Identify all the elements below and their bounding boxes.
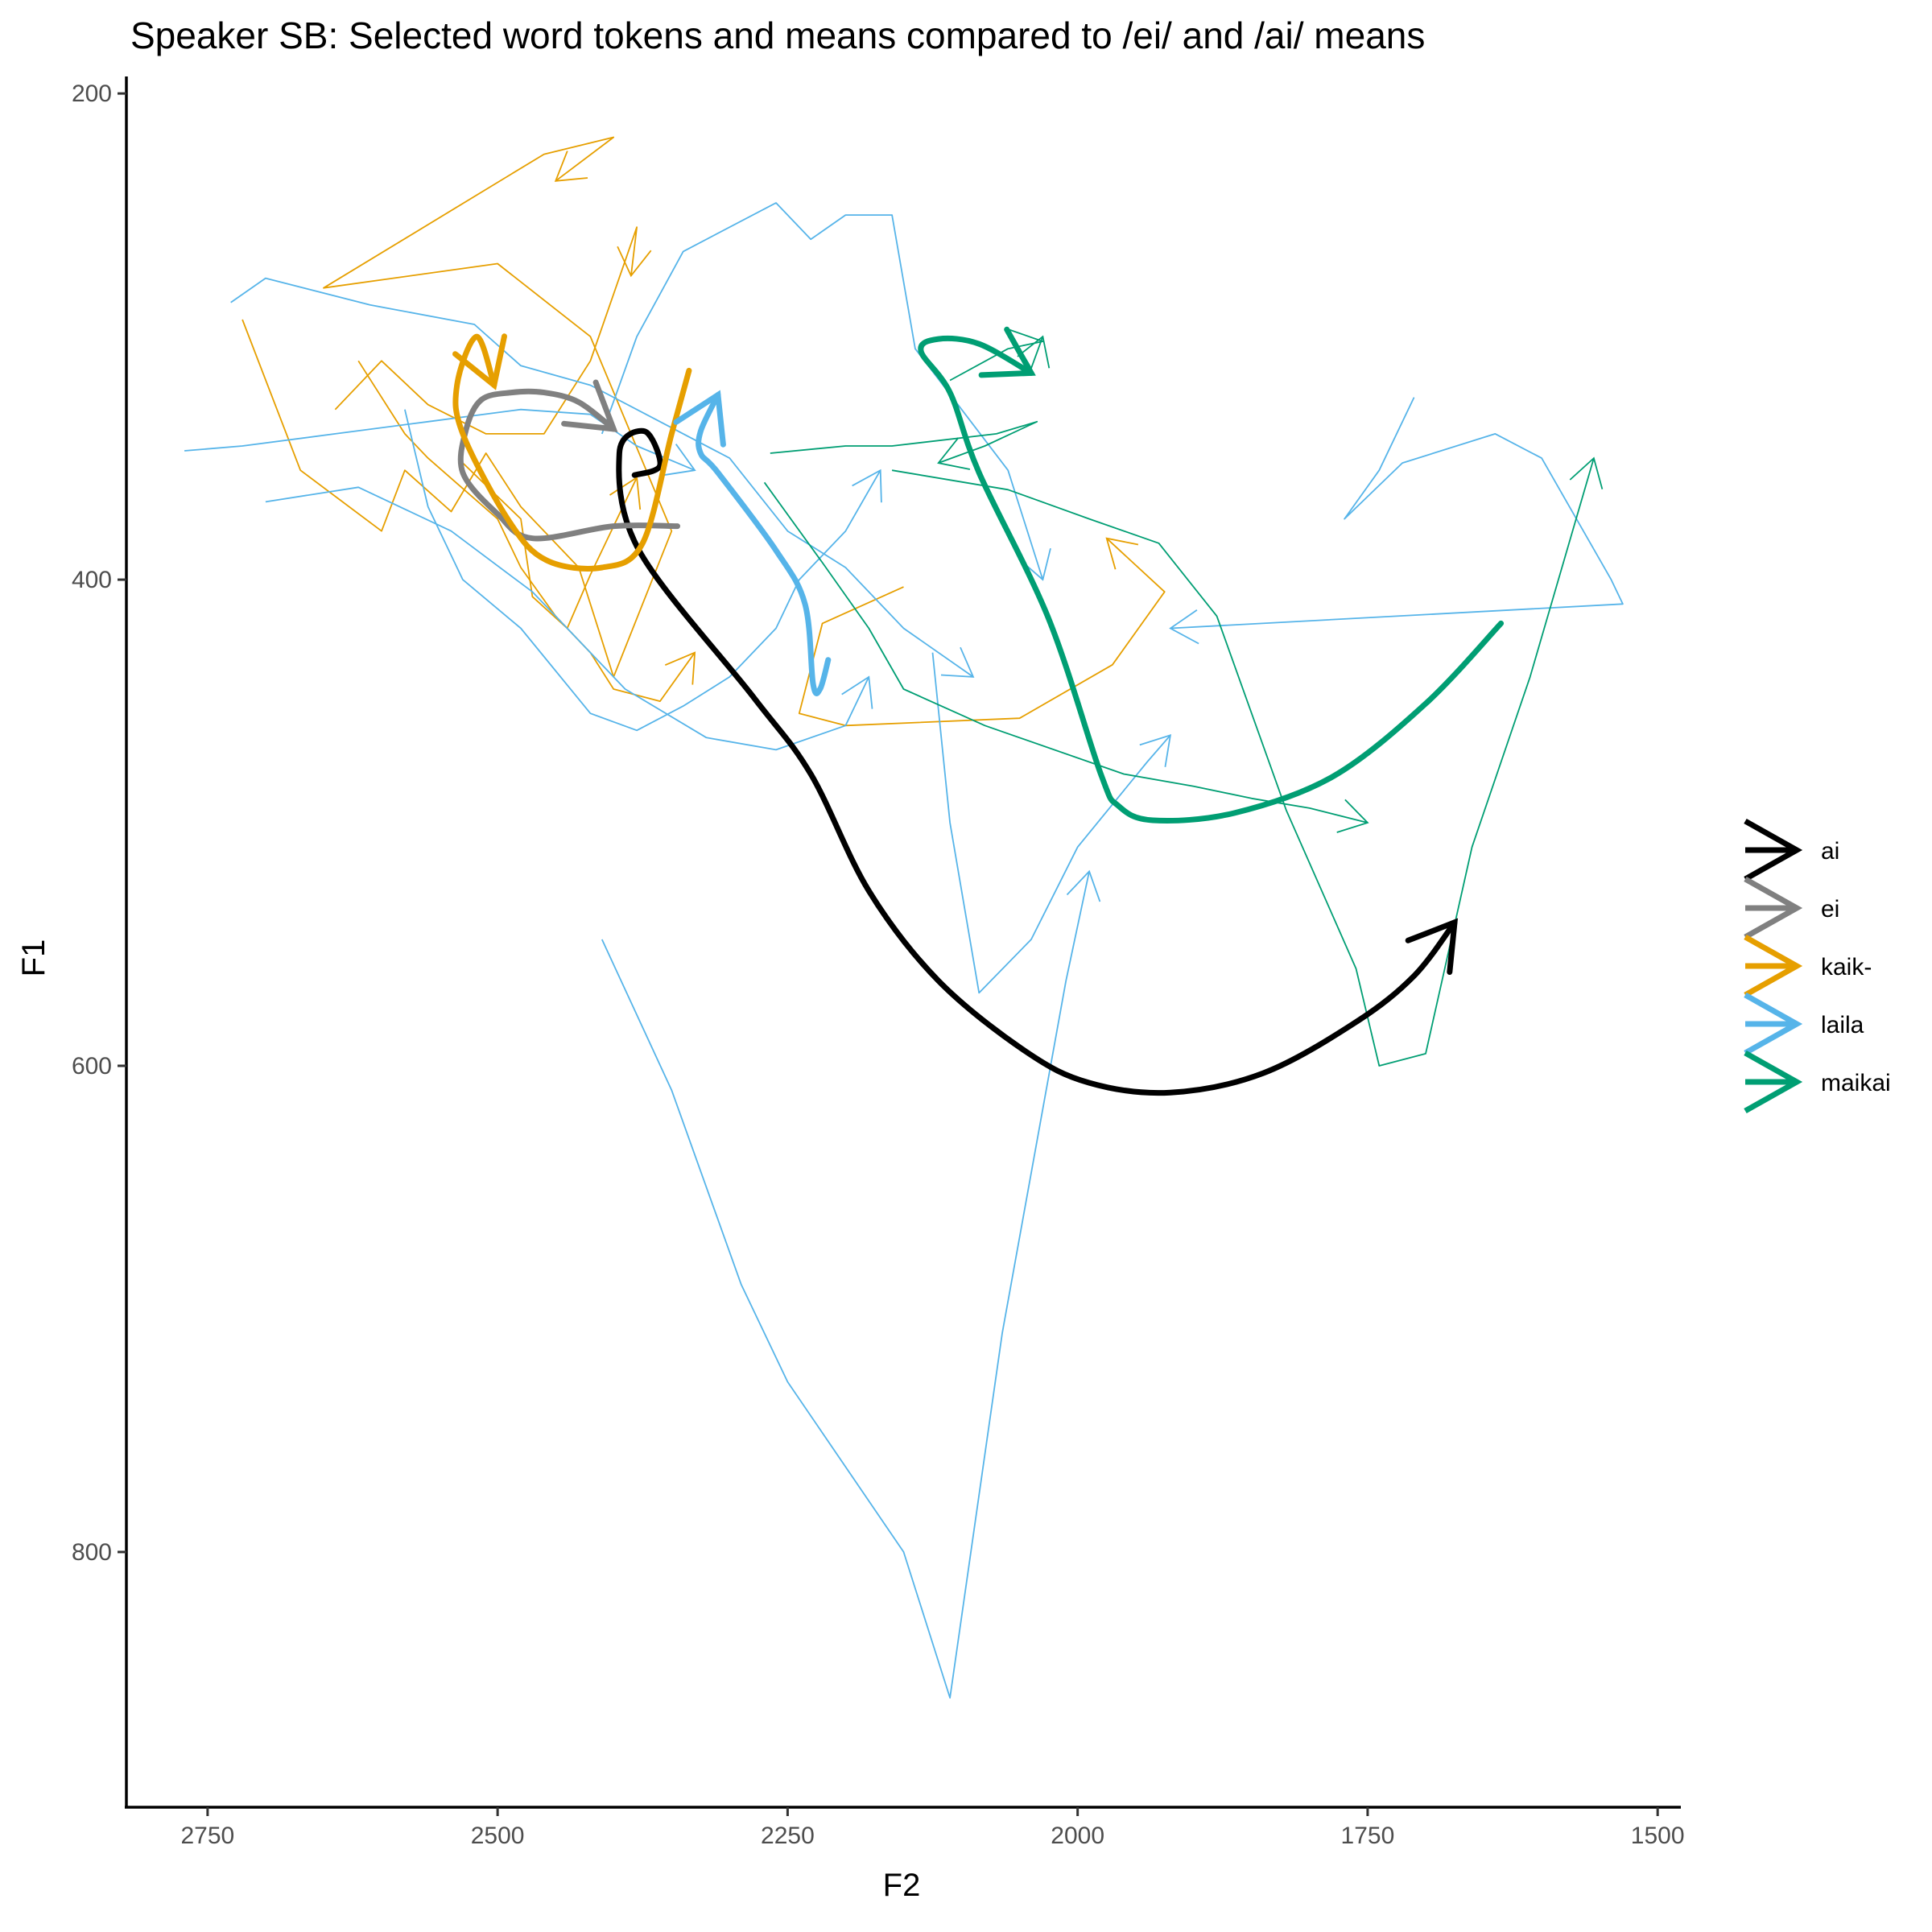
token-line-laila [601,871,1090,1699]
mean-line-laila [696,392,832,696]
legend-label: maikai [1821,1070,1891,1096]
token-lines [184,136,1624,1699]
token-arrowhead-kaik- [554,151,588,182]
legend-label: laila [1821,1012,1864,1038]
token-arrowhead-laila [940,646,975,678]
token-line-kaik- [334,226,638,435]
legend-item-kaik-: kaik- [1744,934,1872,998]
token-arrowhead-laila [1139,733,1172,767]
mean-trajectories [452,326,1505,1096]
legend-item-laila: laila [1744,992,1864,1056]
token-arrowhead-maikai [1569,456,1604,489]
token-line-laila [230,277,974,678]
token-line-laila [931,652,1171,994]
mean-arrowhead-kaik- [452,333,507,390]
token-arrowhead-laila [663,444,696,477]
x-tick-label: 1750 [1341,1823,1395,1849]
token-arrowhead-laila [852,469,882,503]
y-tick-label: 200 [72,80,112,107]
mean-arrowhead-ai [1405,918,1459,975]
x-tick-label: 2000 [1051,1823,1104,1849]
legend-label: ai [1821,838,1839,865]
x-tick-label: 1500 [1631,1823,1685,1849]
token-arrowhead-maikai [1017,335,1051,369]
token-line-maikai [763,481,1368,824]
legend: ai ei kaik-laila maikai [1744,818,1891,1114]
token-line-laila [265,486,870,751]
x-tick-label: 2500 [471,1823,525,1849]
mean-arrowhead-maikai [978,326,1036,378]
token-arrowhead-maikai [937,437,971,470]
token-line-laila [1170,397,1624,630]
token-line-laila [601,202,1044,580]
mean-arrowhead-laila [673,390,726,448]
y-tick-label: 400 [72,567,112,593]
x-tick-label: 2250 [761,1823,815,1849]
x-tick-label: 2750 [180,1823,234,1849]
legend-item-ai: ai [1744,818,1839,882]
token-line-laila [404,409,881,732]
legend-item-ei: ei [1744,876,1839,940]
token-arrowhead-kaik- [664,651,696,685]
token-arrowhead-laila [1066,869,1101,902]
mean-line-maikai [918,335,1505,824]
legend-label: ei [1821,896,1839,923]
x-axis-ticks: 2750 2500 2250 2000 1750 1500 [180,1807,1685,1849]
y-tick-label: 600 [72,1053,112,1080]
token-line-laila [184,408,696,472]
token-line-kaik- [242,136,673,678]
token-arrowhead-kaik- [1105,537,1139,570]
chart-title: Speaker SB: Selected word tokens and mea… [130,14,1425,56]
legend-item-maikai: maikai [1744,1050,1891,1114]
token-arrowhead-laila [1169,609,1199,645]
token-line-kaik- [798,538,1166,727]
token-arrowhead-maikai [1336,799,1369,833]
y-axis-ticks: 200 400 600 800 [72,80,126,1566]
token-line-maikai [770,420,1038,464]
token-line-maikai [891,457,1595,1067]
token-line-kaik- [462,462,638,630]
token-line-kaik- [357,360,696,702]
mean-line-ai [616,427,1458,1096]
mean-arrowhead-ei [561,379,618,432]
legend-label: kaik- [1821,954,1872,980]
token-arrowhead-kaik- [617,246,652,278]
y-axis-title: F1 [16,939,52,977]
y-tick-label: 800 [72,1539,112,1566]
token-arrowhead-laila [841,675,873,709]
x-axis-title: F2 [883,1868,921,1903]
